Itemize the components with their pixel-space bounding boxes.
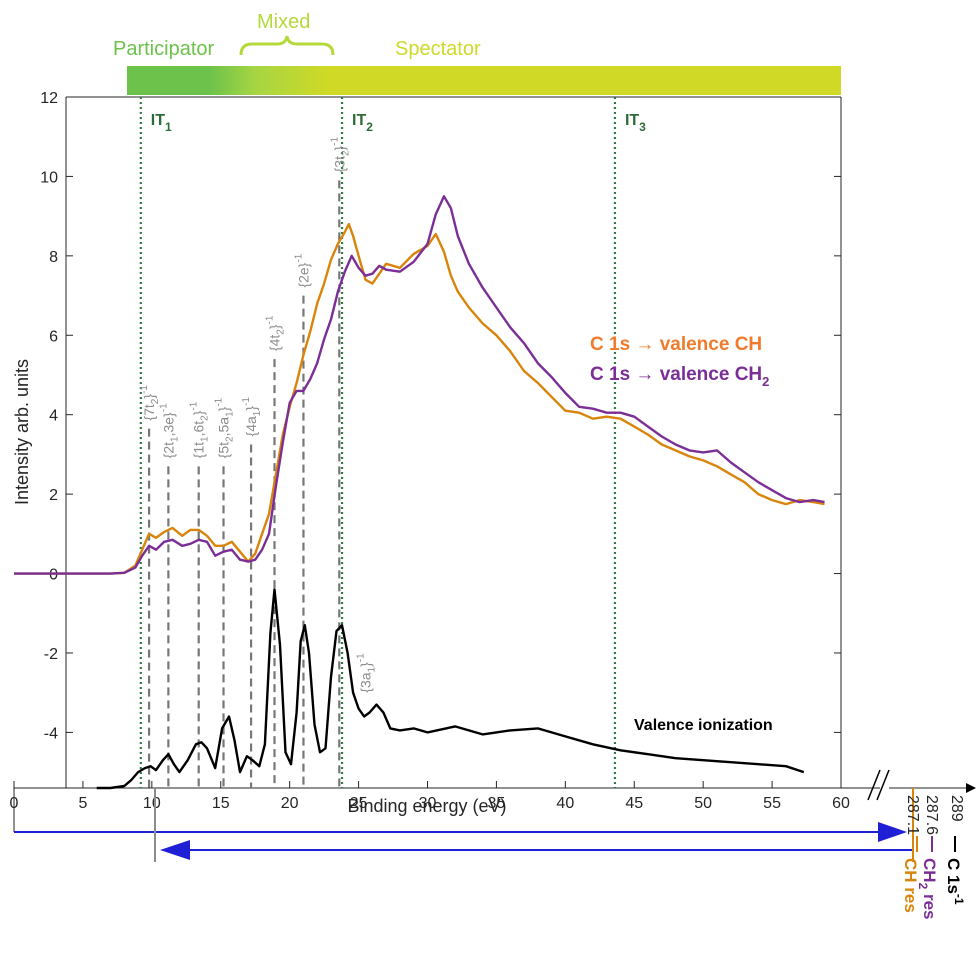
assignment-text: {4t2}-1	[265, 315, 287, 351]
assignment-label-1: {2t1,3e}-1	[158, 403, 180, 458]
y-tick-label: 12	[40, 90, 58, 107]
assignment-label-7: {3t2}-1	[329, 136, 351, 172]
axis-break	[13, 769, 976, 862]
assignment-label-5: {4t2}-1	[265, 315, 287, 351]
x-tick-label: 20	[281, 795, 299, 812]
assignment-text: {1t1,6t2}-1	[189, 401, 211, 458]
assignment-text: {5t2,5a1}-1	[214, 397, 236, 458]
region-label-mixed: Mixed	[257, 11, 310, 33]
series-line-1	[14, 195, 825, 575]
x-tick-label: 35	[488, 795, 506, 812]
assignment-text: {3a1}-1	[355, 653, 377, 693]
legend-entry-ch: C 1s → valence CH	[590, 334, 762, 355]
svg-text:C 1s-1: C 1s-1	[944, 858, 966, 905]
x-tick-label: 40	[556, 795, 574, 812]
legend-entry-ch2: C 1s → valence CH2	[590, 364, 769, 389]
svg-text:CH2 res: CH2 res	[916, 858, 939, 920]
assignment-label-8: {3a1}-1	[355, 653, 377, 693]
mixed-brace	[239, 35, 335, 56]
assignment-label-6: {2e}-1	[293, 253, 311, 287]
side-label-ch-res: CH res	[901, 858, 920, 913]
x-tick-label: 30	[419, 795, 437, 812]
x-break-tick-287-6: 287.6	[923, 795, 940, 835]
y-tick-label: 4	[49, 408, 58, 425]
assignment-text: {3t2}-1	[329, 136, 351, 172]
series-label-valence: Valence ionization	[634, 717, 773, 734]
x-break-tick-289: 289	[948, 795, 965, 822]
assignment-label-3: {5t2,5a1}-1	[214, 397, 236, 458]
x-break-tick-287-1: 287.1	[904, 795, 921, 835]
x-tick-label: 60	[832, 795, 850, 812]
y-tick-label: 8	[49, 249, 58, 266]
x-tick-label: 55	[763, 795, 781, 812]
y-tick-label: 0	[49, 567, 58, 584]
x-tick-label: 45	[625, 795, 643, 812]
assignment-label-2: {1t1,6t2}-1	[189, 401, 211, 458]
y-tick-label: -4	[44, 725, 58, 742]
assignment-label-0: {7t2}-1	[139, 385, 161, 421]
x-tick-label: 25	[350, 795, 368, 812]
x-tick-label: 15	[212, 795, 230, 812]
y-axis-label: Intensity arb. units	[12, 359, 32, 505]
region-label-spectator: Spectator	[395, 38, 481, 60]
assignment-text: {4a1}-1	[241, 397, 263, 437]
svg-text:287.1: 287.1	[904, 795, 921, 835]
y-tick-label: -2	[44, 646, 58, 663]
svg-text:289: 289	[948, 795, 965, 822]
assignment-label-4: {4a1}-1	[241, 397, 263, 437]
x-axis-label: Binding energy (eV)	[347, 796, 506, 816]
side-label-ch2-res: CH2 res	[916, 858, 939, 920]
region-label-participator: Participator	[113, 38, 214, 60]
assignment-text: {7t2}-1	[139, 385, 161, 421]
y-tick-label: 2	[49, 487, 58, 504]
assignment-text: {2t1,3e}-1	[158, 403, 180, 458]
region-band	[127, 66, 841, 95]
x-tick-label: 50	[694, 795, 712, 812]
svg-text:287.6: 287.6	[923, 795, 940, 835]
threshold-label-1: IT1	[151, 112, 172, 134]
y-tick-label: 6	[49, 328, 58, 345]
threshold-label-3: IT3	[625, 112, 646, 134]
y-tick-label: 10	[40, 169, 58, 186]
svg-text:CH res: CH res	[901, 858, 920, 913]
x-tick-label: 10	[143, 795, 161, 812]
series-line-0	[14, 222, 825, 575]
threshold-label-2: IT2	[352, 112, 373, 134]
side-label-c1s: C 1s-1	[944, 858, 966, 905]
assignment-text: {2e}-1	[293, 253, 311, 287]
x-tick-label: 5	[78, 795, 87, 812]
series-line-2	[96, 588, 805, 790]
